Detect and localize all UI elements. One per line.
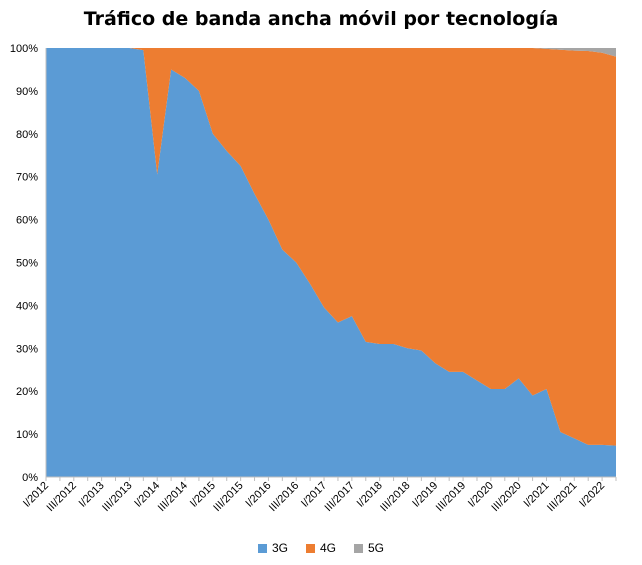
area-series-3g [46,48,616,477]
x-tick-label: III/2020 [489,480,523,514]
x-tick-label: III/2015 [211,480,245,514]
area-series-5g [46,48,616,57]
chart-title: Tráfico de banda ancha móvil por tecnolo… [83,8,559,30]
x-tick-label: III/2014 [156,480,190,514]
x-tick-label: I/2022 [577,480,607,510]
legend-swatch-3g [257,543,267,553]
y-tick-labels: 0% 10% 20% 30% 40% 50% 60% 70% 80% 90% 100% [10,43,38,484]
legend-item-4g: 4G [305,541,336,555]
x-tick-label: III/2017 [323,480,357,514]
legend-item-3g: 3G [257,541,288,555]
y-tick-label: 90% [16,86,38,98]
legend-swatch-4g [305,543,315,553]
y-tick-label: 80% [16,129,38,141]
y-tick-label: 10% [16,429,38,441]
area-series-4g [46,48,616,446]
y-tick-label: 60% [16,215,38,227]
legend-label-3g: 3G [271,541,288,555]
legend-item-5g: 5G [354,541,384,555]
y-tick-label: 30% [16,343,38,355]
stacked-areas [46,48,616,477]
legend: 3G 4G 5G [0,541,642,555]
legend-label-5g: 5G [368,541,385,555]
legend-swatch-5g [354,543,363,553]
x-tick-label: III/2018 [378,480,412,514]
y-tick-label: 70% [16,172,38,184]
y-tick-label: 40% [16,300,38,312]
x-tick-label: III/2019 [434,480,468,514]
x-tick-label: III/2021 [545,480,579,514]
legend-label-4g: 4G [319,541,336,555]
y-tick-label: 0% [22,472,38,484]
x-tick-label: III/2012 [44,480,78,514]
x-tick-labels: I/2012III/2012I/2013III/2013I/2014III/20… [21,477,617,514]
y-tick-label: 100% [10,43,38,55]
y-tick-label: 50% [16,258,38,270]
x-tick-label: III/2013 [100,480,134,514]
y-tick-label: 20% [16,386,38,398]
chart-axes [45,48,616,478]
x-tick-label: III/2016 [267,480,301,514]
